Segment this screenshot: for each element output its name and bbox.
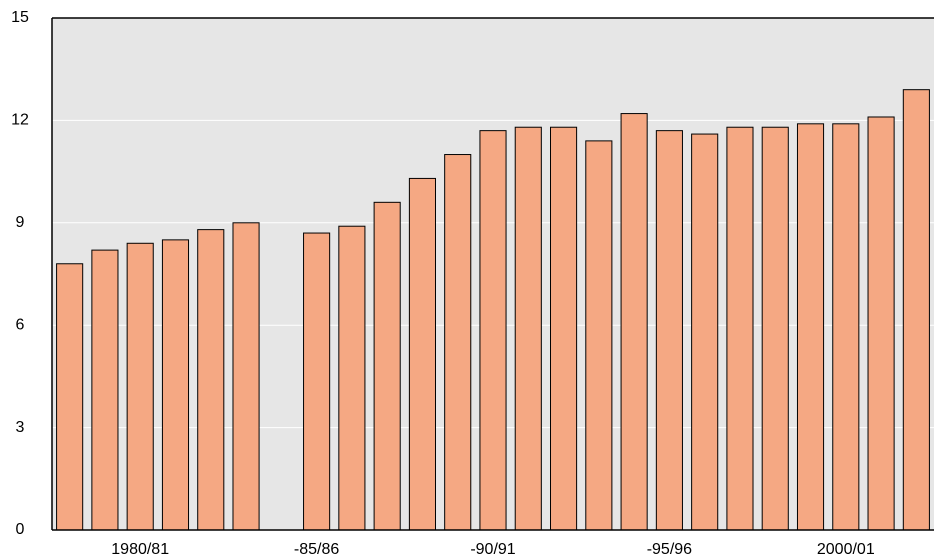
bar (691, 133, 719, 531)
y-tick-label: 15 (11, 9, 29, 26)
bar (726, 126, 754, 531)
bar (91, 249, 119, 531)
x-tick-label: -95/96 (647, 541, 692, 558)
bar (761, 126, 789, 531)
bar (197, 229, 225, 531)
y-tick-label: 12 (11, 112, 29, 129)
bar (303, 232, 331, 531)
bar (832, 123, 860, 531)
bar (585, 140, 613, 531)
x-tick-label: -85/86 (294, 541, 339, 558)
bar (655, 130, 683, 531)
bar (373, 201, 401, 531)
y-tick-label: 0 (16, 521, 25, 538)
bar (902, 89, 930, 531)
bar (408, 177, 436, 531)
bar (232, 222, 260, 531)
x-tick-label: -90/91 (470, 541, 515, 558)
bar (867, 116, 895, 531)
y-tick-label: 3 (16, 419, 25, 436)
bar (550, 126, 578, 531)
y-tick-label: 9 (16, 214, 25, 231)
bar (514, 126, 542, 531)
bar (56, 263, 84, 531)
bar (338, 225, 366, 531)
bar (479, 130, 507, 531)
bar (161, 239, 190, 531)
bar (796, 123, 825, 531)
x-tick-label: 2000/01 (817, 541, 875, 558)
y-tick-label: 6 (16, 316, 25, 333)
x-tick-label: 1980/81 (111, 541, 169, 558)
bar (620, 113, 648, 531)
bar (126, 242, 154, 531)
bar (444, 154, 472, 531)
